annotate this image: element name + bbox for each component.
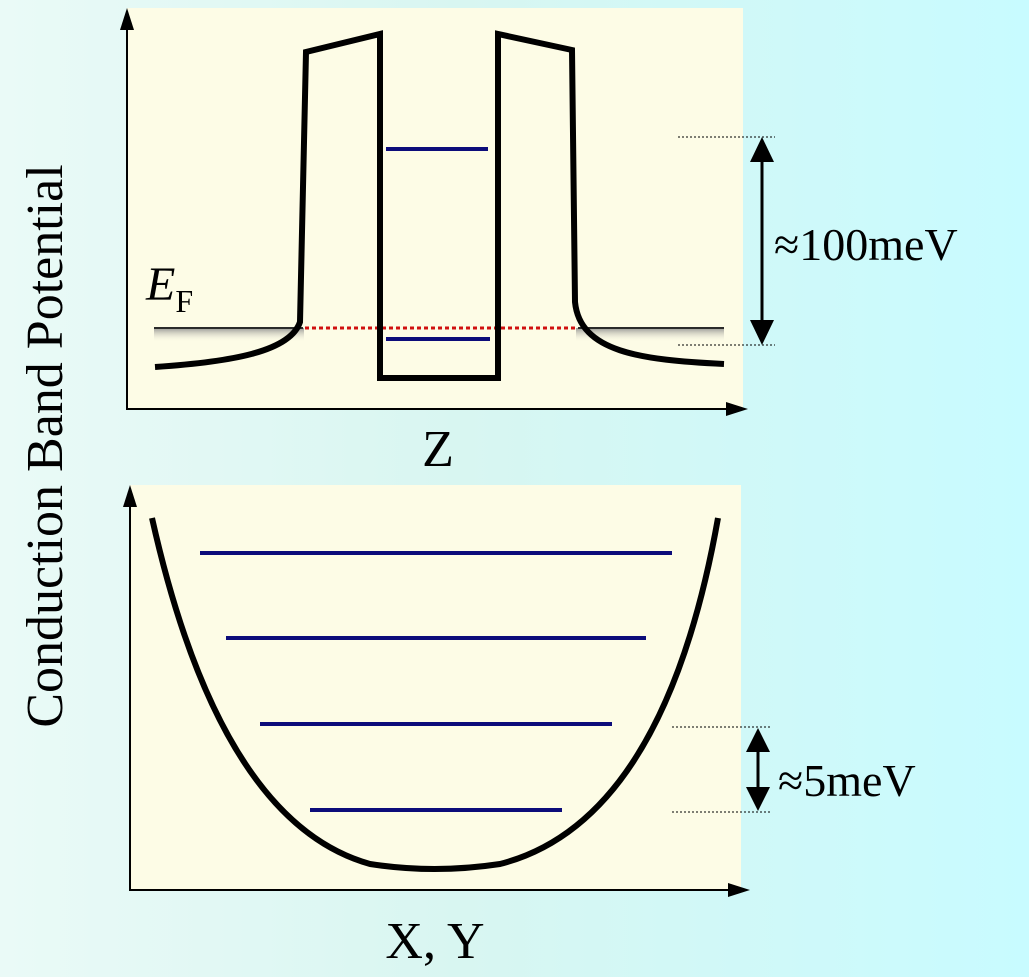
bottom-x-axis-label: X, Y (385, 913, 484, 970)
top-y-axis-arrowhead (120, 8, 134, 30)
top-potential-curve (154, 30, 725, 381)
top-scale-annotation: ≈100meV (774, 219, 958, 270)
top-panel-background (127, 8, 743, 410)
bottom-panel-background (130, 485, 741, 889)
fermi-shading-left (154, 328, 304, 342)
top-scale-arrowhead-down (750, 320, 774, 345)
fermi-level-label: EF (145, 258, 193, 319)
y-axis-label: Conduction Band Potential (17, 164, 74, 727)
bottom-x-axis-arrowhead (728, 883, 750, 897)
fermi-label-main: E (145, 258, 175, 311)
fermi-label-subscript: F (175, 283, 193, 319)
bottom-scale-annotation: ≈5meV (778, 755, 916, 806)
top-x-axis-arrowhead (726, 402, 748, 416)
top-scale-arrowhead-up (750, 137, 774, 162)
top-x-axis-label: Z (422, 421, 454, 478)
bottom-panel: ≈5meV X, Y (123, 485, 916, 970)
top-panel: ≈100meV EF Z (120, 8, 958, 478)
bottom-y-axis-arrowhead (123, 485, 137, 507)
fermi-shading-right (576, 328, 724, 342)
bottom-scale-arrowhead-down (746, 787, 770, 811)
bottom-scale-arrowhead-up (746, 728, 770, 752)
bottom-potential-curve (149, 517, 721, 872)
